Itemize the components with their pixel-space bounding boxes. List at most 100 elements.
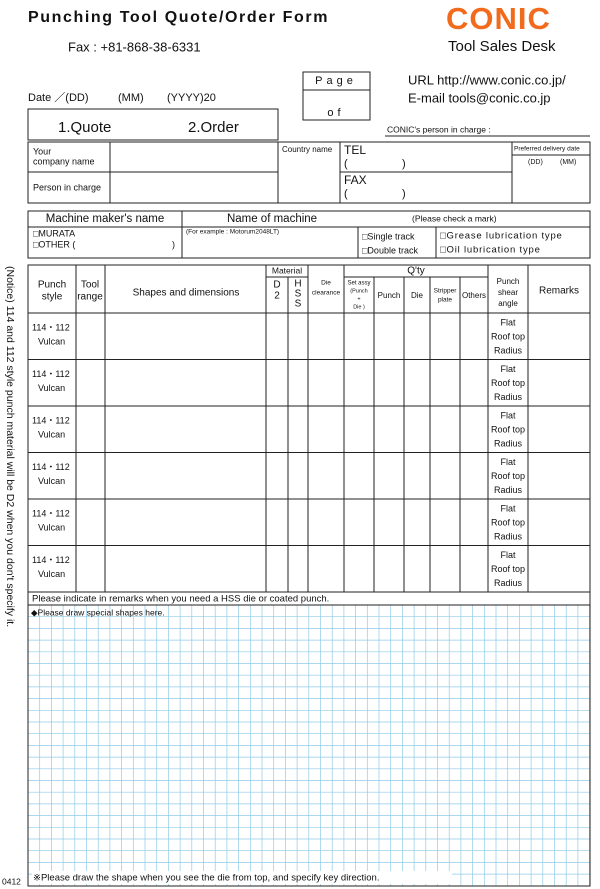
th: S xyxy=(295,289,302,300)
box xyxy=(27,210,591,259)
th: plate xyxy=(438,297,452,304)
punch-style: 114・112 xyxy=(32,415,70,425)
company-label: Your xyxy=(33,146,51,156)
side-notice: (Notice) 114 and 112 style punch materia… xyxy=(4,266,16,627)
other-close: ) xyxy=(172,239,175,249)
grease: □Grease lubrication type xyxy=(440,231,563,242)
conic-person: CONIC's person in charge : xyxy=(387,124,491,134)
shear-angle: Roof top xyxy=(491,331,525,341)
tel-label: TEL xyxy=(344,143,366,157)
drawing-grid xyxy=(28,605,590,887)
th: Material xyxy=(272,265,302,275)
th: Shapes and dimensions xyxy=(133,288,240,299)
date-mm: (MM) xyxy=(118,92,144,104)
single-track: □Single track xyxy=(362,231,415,241)
shear-angle: Flat xyxy=(500,550,516,560)
punch-style: 114・112 xyxy=(32,369,70,379)
th: Die xyxy=(321,280,331,287)
shear-angle: Roof top xyxy=(491,378,525,388)
logo: CONIC xyxy=(446,1,551,36)
shear-angle: Roof top xyxy=(491,564,525,574)
shear-angle: Roof top xyxy=(491,424,525,434)
shear-angle: Radius xyxy=(494,438,523,448)
shear-angle: Radius xyxy=(494,345,523,355)
th: clearance xyxy=(312,290,341,297)
shear-angle: Radius xyxy=(494,392,523,402)
th: Stripper xyxy=(434,288,458,295)
th: Punch xyxy=(378,291,401,300)
page-of: of xyxy=(327,107,344,119)
company-label: company name xyxy=(33,156,95,166)
fax: Fax : +81-868-38-6331 xyxy=(68,39,201,54)
form-code: 0412 xyxy=(2,876,21,886)
th: range xyxy=(77,292,103,303)
punch-style: 114・112 xyxy=(32,508,70,518)
table-note: Please indicate in remarks when you need… xyxy=(32,594,329,605)
th: Tool xyxy=(81,280,99,291)
th: Set assy xyxy=(347,281,370,287)
form-title: Punching Tool Quote/Order Form xyxy=(28,9,329,26)
punch-style: Vulcan xyxy=(38,429,65,439)
delivery-label: Preferred delivery date xyxy=(514,146,580,153)
shear-angle: Radius xyxy=(494,485,523,495)
double-track: □Double track xyxy=(362,245,418,255)
paren: ) xyxy=(402,188,406,200)
other: □OTHER ( xyxy=(33,239,75,249)
form-lines xyxy=(27,71,591,887)
th: Others xyxy=(462,291,486,300)
drawing-footer: ※Please draw the shape when you see the … xyxy=(33,873,379,884)
th: Punch xyxy=(497,277,520,286)
page-label: Page xyxy=(315,75,357,87)
shear-angle: Flat xyxy=(500,364,516,374)
th: 2 xyxy=(274,291,280,302)
name-header: Name of machine xyxy=(227,213,317,225)
box xyxy=(302,71,371,121)
example: (For example : Motorum2048LT) xyxy=(186,229,279,236)
paren: ( xyxy=(344,188,348,200)
check-note: (Please check a mark) xyxy=(412,213,497,223)
quote: 1.Quote xyxy=(58,119,111,136)
shear-angle: Flat xyxy=(500,317,516,327)
shear-angle: Flat xyxy=(500,503,516,513)
punch-style: Vulcan xyxy=(38,336,65,346)
th: Punch xyxy=(38,280,66,291)
drawing-title: ◆Please draw special shapes here. xyxy=(31,607,165,617)
fax-label: FAX xyxy=(344,173,367,187)
email: E-mail tools@conic.co.jp xyxy=(408,90,551,105)
paren: ( xyxy=(344,158,348,170)
th: S xyxy=(295,299,302,310)
shear-angle: Radius xyxy=(494,578,523,588)
delivery-dd: (DD) xyxy=(528,159,543,166)
person-label: Person in charge xyxy=(33,182,101,192)
punch-style: Vulcan xyxy=(38,522,65,532)
shear-angle: Flat xyxy=(500,457,516,467)
punch-style: 114・112 xyxy=(32,555,70,565)
box xyxy=(27,108,279,141)
footer-bg xyxy=(32,871,452,884)
th: Remarks xyxy=(539,286,579,297)
th: Die ) xyxy=(353,304,365,310)
punch-style: Vulcan xyxy=(38,476,65,486)
th: shear xyxy=(498,288,518,297)
oil: □Oil lubrication type xyxy=(440,245,541,256)
desk: Tool Sales Desk xyxy=(448,38,556,55)
th: + xyxy=(357,296,360,302)
paren: ) xyxy=(402,158,406,170)
shear-angle: Radius xyxy=(494,531,523,541)
maker-header: Machine maker's name xyxy=(46,213,165,225)
punch-style: 114・112 xyxy=(32,462,70,472)
th: D xyxy=(273,280,280,291)
box xyxy=(27,591,591,887)
punch-style: Vulcan xyxy=(38,569,65,579)
th: angle xyxy=(498,299,518,308)
shear-angle: Roof top xyxy=(491,517,525,527)
th: H xyxy=(294,279,301,290)
date-yyyy: (YYYY)20 xyxy=(167,92,216,104)
th: Die xyxy=(411,291,424,300)
murata: □MURATA xyxy=(33,228,75,238)
shear-angle: Roof top xyxy=(491,471,525,481)
punch-style: 114・112 xyxy=(32,322,70,332)
shear-angle: Flat xyxy=(500,410,516,420)
th: Q'ty xyxy=(407,266,424,277)
